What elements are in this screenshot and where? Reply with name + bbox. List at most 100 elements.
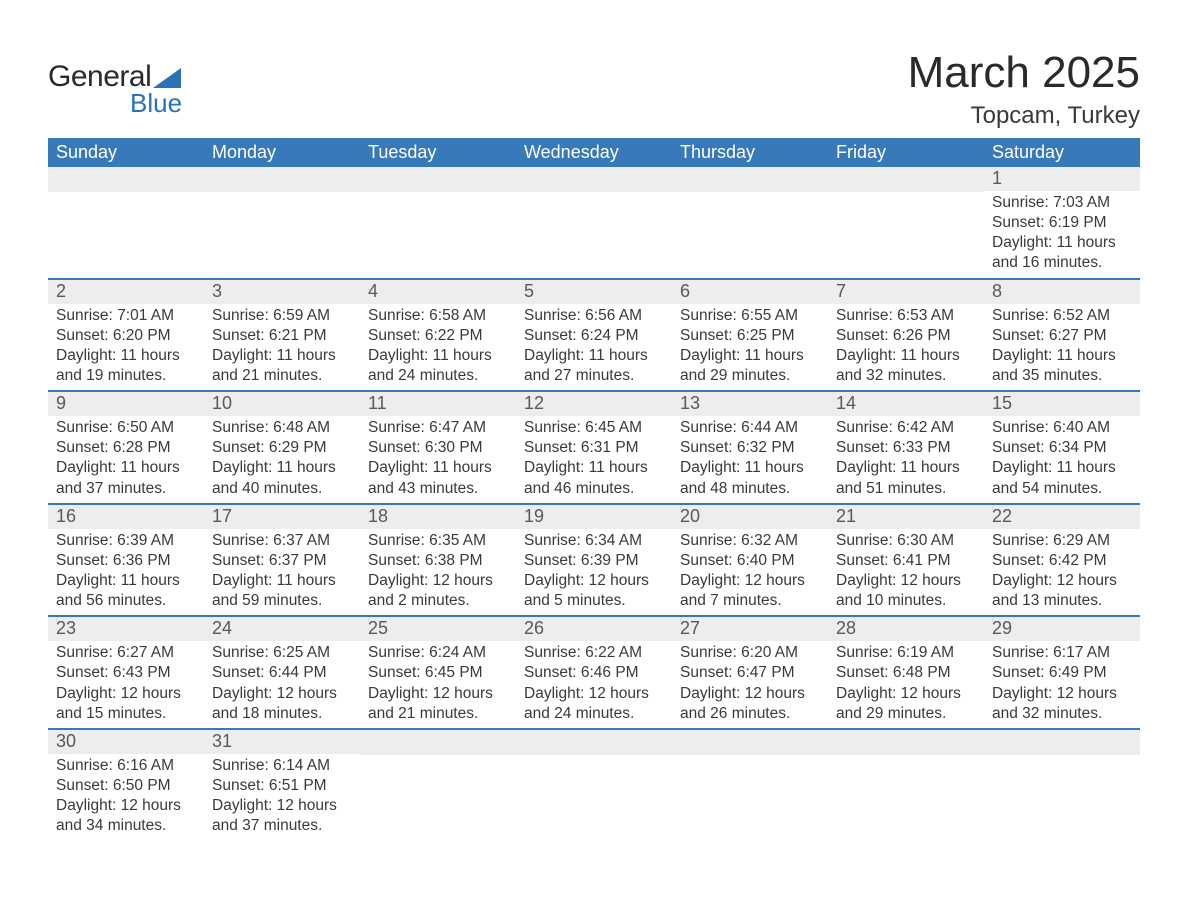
calendar-cell — [204, 167, 360, 278]
daylight-line1: Daylight: 11 hours — [836, 346, 976, 366]
day-details: Sunrise: 6:52 AMSunset: 6:27 PMDaylight:… — [984, 304, 1140, 391]
daylight-line2: and 21 minutes. — [368, 704, 508, 724]
day-details: Sunrise: 6:29 AMSunset: 6:42 PMDaylight:… — [984, 529, 1140, 616]
sunset-text: Sunset: 6:40 PM — [680, 551, 820, 571]
day-number — [984, 730, 1140, 755]
daylight-line1: Daylight: 11 hours — [836, 458, 976, 478]
sunset-text: Sunset: 6:30 PM — [368, 438, 508, 458]
day-number: 14 — [828, 392, 984, 416]
sunset-text: Sunset: 6:22 PM — [368, 326, 508, 346]
calendar-cell: 2Sunrise: 7:01 AMSunset: 6:20 PMDaylight… — [48, 280, 204, 391]
day-number: 19 — [516, 505, 672, 529]
day-number: 12 — [516, 392, 672, 416]
day-details: Sunrise: 6:47 AMSunset: 6:30 PMDaylight:… — [360, 416, 516, 503]
calendar-cell: 31Sunrise: 6:14 AMSunset: 6:51 PMDayligh… — [204, 730, 360, 841]
sunrise-text: Sunrise: 6:25 AM — [212, 643, 352, 663]
sunset-text: Sunset: 6:37 PM — [212, 551, 352, 571]
sunset-text: Sunset: 6:50 PM — [56, 776, 196, 796]
daylight-line2: and 46 minutes. — [524, 479, 664, 499]
daylight-line1: Daylight: 11 hours — [56, 346, 196, 366]
day-details: Sunrise: 6:34 AMSunset: 6:39 PMDaylight:… — [516, 529, 672, 616]
daylight-line1: Daylight: 12 hours — [524, 684, 664, 704]
calendar-cell: 20Sunrise: 6:32 AMSunset: 6:40 PMDayligh… — [672, 505, 828, 616]
sunrise-text: Sunrise: 6:56 AM — [524, 306, 664, 326]
sunrise-text: Sunrise: 6:45 AM — [524, 418, 664, 438]
day-number: 4 — [360, 280, 516, 304]
sunset-text: Sunset: 6:38 PM — [368, 551, 508, 571]
day-number: 7 — [828, 280, 984, 304]
weekday-header-cell: Monday — [204, 138, 360, 167]
day-number: 25 — [360, 617, 516, 641]
daylight-line1: Daylight: 11 hours — [368, 346, 508, 366]
daylight-line2: and 24 minutes. — [368, 366, 508, 386]
daylight-line2: and 29 minutes. — [680, 366, 820, 386]
sunrise-text: Sunrise: 6:30 AM — [836, 531, 976, 551]
logo-triangle-icon — [153, 68, 181, 88]
day-number: 3 — [204, 280, 360, 304]
calendar-cell: 27Sunrise: 6:20 AMSunset: 6:47 PMDayligh… — [672, 617, 828, 728]
daylight-line1: Daylight: 12 hours — [680, 571, 820, 591]
day-number — [828, 167, 984, 192]
calendar-cell: 25Sunrise: 6:24 AMSunset: 6:45 PMDayligh… — [360, 617, 516, 728]
sunset-text: Sunset: 6:28 PM — [56, 438, 196, 458]
sunrise-text: Sunrise: 6:24 AM — [368, 643, 508, 663]
daylight-line1: Daylight: 12 hours — [212, 796, 352, 816]
day-details: Sunrise: 6:25 AMSunset: 6:44 PMDaylight:… — [204, 641, 360, 728]
sunrise-text: Sunrise: 6:29 AM — [992, 531, 1132, 551]
sunrise-text: Sunrise: 6:16 AM — [56, 756, 196, 776]
day-number: 21 — [828, 505, 984, 529]
day-details: Sunrise: 7:01 AMSunset: 6:20 PMDaylight:… — [48, 304, 204, 391]
day-details: Sunrise: 6:58 AMSunset: 6:22 PMDaylight:… — [360, 304, 516, 391]
logo-word-blue: Blue — [130, 88, 182, 119]
sunset-text: Sunset: 6:46 PM — [524, 663, 664, 683]
sunset-text: Sunset: 6:49 PM — [992, 663, 1132, 683]
calendar-cell — [672, 730, 828, 841]
daylight-line1: Daylight: 11 hours — [524, 458, 664, 478]
day-details: Sunrise: 6:44 AMSunset: 6:32 PMDaylight:… — [672, 416, 828, 503]
calendar-cell: 14Sunrise: 6:42 AMSunset: 6:33 PMDayligh… — [828, 392, 984, 503]
weekday-header-cell: Tuesday — [360, 138, 516, 167]
daylight-line2: and 18 minutes. — [212, 704, 352, 724]
day-number: 9 — [48, 392, 204, 416]
day-details: Sunrise: 6:19 AMSunset: 6:48 PMDaylight:… — [828, 641, 984, 728]
calendar-cell: 15Sunrise: 6:40 AMSunset: 6:34 PMDayligh… — [984, 392, 1140, 503]
calendar-cell — [672, 167, 828, 278]
day-number: 24 — [204, 617, 360, 641]
calendar-cell: 16Sunrise: 6:39 AMSunset: 6:36 PMDayligh… — [48, 505, 204, 616]
sunset-text: Sunset: 6:20 PM — [56, 326, 196, 346]
daylight-line1: Daylight: 12 hours — [56, 684, 196, 704]
daylight-line2: and 24 minutes. — [524, 704, 664, 724]
daylight-line1: Daylight: 11 hours — [680, 458, 820, 478]
daylight-line2: and 35 minutes. — [992, 366, 1132, 386]
sunrise-text: Sunrise: 6:59 AM — [212, 306, 352, 326]
daylight-line2: and 19 minutes. — [56, 366, 196, 386]
day-number — [672, 167, 828, 192]
day-details: Sunrise: 6:37 AMSunset: 6:37 PMDaylight:… — [204, 529, 360, 616]
calendar-cell: 10Sunrise: 6:48 AMSunset: 6:29 PMDayligh… — [204, 392, 360, 503]
day-number — [360, 730, 516, 755]
day-number — [672, 730, 828, 755]
daylight-line2: and 56 minutes. — [56, 591, 196, 611]
day-details: Sunrise: 6:45 AMSunset: 6:31 PMDaylight:… — [516, 416, 672, 503]
sunrise-text: Sunrise: 6:17 AM — [992, 643, 1132, 663]
day-number: 6 — [672, 280, 828, 304]
weekday-header-cell: Thursday — [672, 138, 828, 167]
sunset-text: Sunset: 6:25 PM — [680, 326, 820, 346]
day-details: Sunrise: 7:03 AMSunset: 6:19 PMDaylight:… — [984, 191, 1140, 278]
calendar-cell: 5Sunrise: 6:56 AMSunset: 6:24 PMDaylight… — [516, 280, 672, 391]
day-number — [48, 167, 204, 192]
day-details: Sunrise: 6:16 AMSunset: 6:50 PMDaylight:… — [48, 754, 204, 841]
day-number: 30 — [48, 730, 204, 754]
day-details: Sunrise: 6:42 AMSunset: 6:33 PMDaylight:… — [828, 416, 984, 503]
weekday-header-cell: Saturday — [984, 138, 1140, 167]
daylight-line2: and 21 minutes. — [212, 366, 352, 386]
daylight-line1: Daylight: 11 hours — [56, 458, 196, 478]
day-number: 5 — [516, 280, 672, 304]
calendar-cell — [360, 730, 516, 841]
day-details: Sunrise: 6:56 AMSunset: 6:24 PMDaylight:… — [516, 304, 672, 391]
sunset-text: Sunset: 6:48 PM — [836, 663, 976, 683]
sunset-text: Sunset: 6:26 PM — [836, 326, 976, 346]
calendar-cell: 8Sunrise: 6:52 AMSunset: 6:27 PMDaylight… — [984, 280, 1140, 391]
calendar-cell: 6Sunrise: 6:55 AMSunset: 6:25 PMDaylight… — [672, 280, 828, 391]
calendar-cell — [48, 167, 204, 278]
